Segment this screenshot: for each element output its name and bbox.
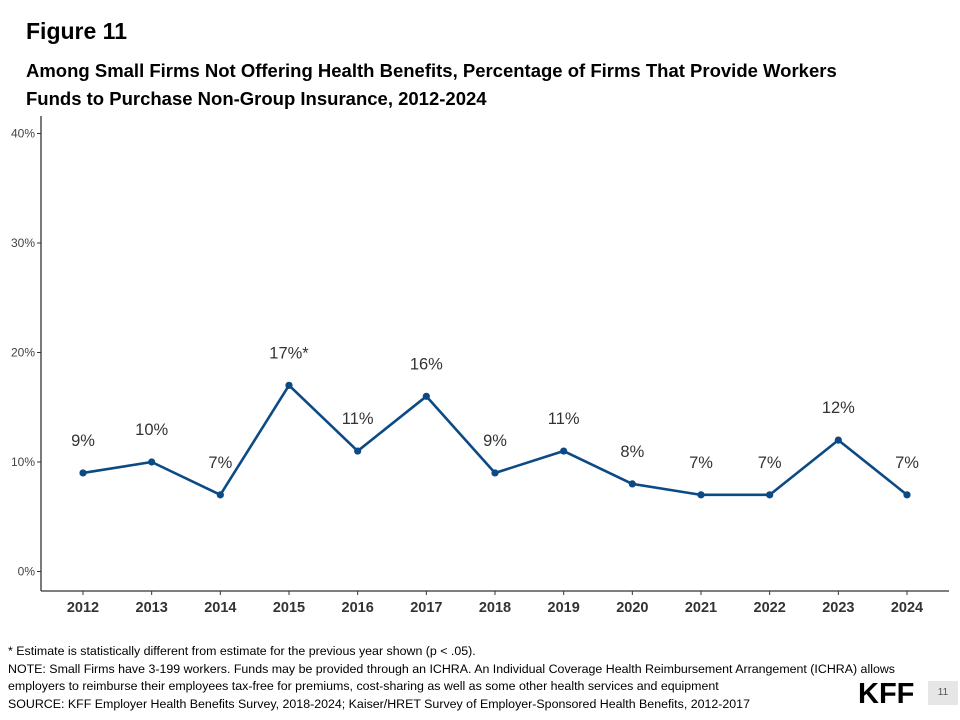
data-point <box>354 447 362 455</box>
data-point <box>628 480 636 488</box>
x-axis: 2012 2013 2014 2015 2016 2017 2018 2019 2020 2021… <box>41 590 949 616</box>
x-tick-label: 2014 <box>204 600 236 616</box>
x-tick-label: 2018 <box>479 600 511 616</box>
x-tick-label: 2020 <box>616 600 648 616</box>
series-line-group <box>79 381 911 499</box>
data-label: 12% <box>822 399 855 417</box>
data-point <box>422 392 430 400</box>
x-tick-label: 2021 <box>685 600 717 616</box>
data-point <box>148 458 156 466</box>
x-tick-label: 2024 <box>891 600 923 616</box>
x-tick-label: 2016 <box>342 600 374 616</box>
data-label: 11% <box>342 410 374 428</box>
x-tick-label: 2017 <box>410 600 442 616</box>
data-point <box>216 491 224 499</box>
line-chart: 0%10%20%30%40% 2012 2013 2014 2015 2016 2017 2… <box>11 116 949 616</box>
page-number: 11 <box>928 681 958 705</box>
chart-title-line-2: Funds to Purchase Non-Group Insurance, 2… <box>26 88 487 109</box>
data-point <box>79 469 87 477</box>
data-labels: 9% 10% 7% 17%* 11% 16% 9% 11% 8% 7% 7% 12% 7% <box>71 344 919 472</box>
data-label: 7% <box>689 454 713 472</box>
y-tick-label: 0% <box>18 565 36 579</box>
y-tick-label: 40% <box>11 127 35 141</box>
data-label: 7% <box>208 454 232 472</box>
significance-note: * Estimate is statistically different fr… <box>8 644 476 658</box>
data-point <box>697 491 705 499</box>
data-label: 8% <box>620 443 644 461</box>
data-point <box>560 447 568 455</box>
y-tick-label: 10% <box>11 455 35 469</box>
chart-notes: * Estimate is statistically different fr… <box>8 643 958 713</box>
chart-title: Among Small Firms Not Offering Health Be… <box>26 57 926 113</box>
data-label: 11% <box>548 410 580 428</box>
data-point <box>285 381 293 389</box>
data-point <box>903 491 911 499</box>
data-label: 17%* <box>269 344 309 362</box>
chart-title-line-1: Among Small Firms Not Offering Health Be… <box>26 60 837 81</box>
y-tick-label: 30% <box>11 236 35 250</box>
data-point <box>766 491 774 499</box>
note-line: NOTE: Small Firms have 3-199 workers. Fu… <box>8 661 895 676</box>
x-tick-label: 2023 <box>822 600 854 616</box>
data-label: 9% <box>71 432 95 450</box>
data-label: 16% <box>410 355 443 373</box>
x-tick-label: 2015 <box>273 600 305 616</box>
data-label: 7% <box>758 454 782 472</box>
y-tick-label: 20% <box>11 346 35 360</box>
x-tick-label: 2022 <box>754 600 786 616</box>
data-label: 9% <box>483 432 507 450</box>
x-tick-label: 2013 <box>136 600 168 616</box>
note-line-continued: employers to reimburse their employees t… <box>8 679 719 693</box>
x-tick-label: 2019 <box>548 600 580 616</box>
data-point <box>834 436 842 444</box>
data-label: 10% <box>135 421 168 439</box>
x-tick-label: 2012 <box>67 600 99 616</box>
figure-label: Figure 11 <box>26 18 127 44</box>
source-note: SOURCE: KFF Employer Health Benefits Sur… <box>8 696 750 711</box>
data-label: 7% <box>895 454 919 472</box>
data-point <box>491 469 499 477</box>
kff-logo: KFF <box>858 678 915 710</box>
y-axis: 0% 10% 20% 30% 40% <box>11 116 42 591</box>
